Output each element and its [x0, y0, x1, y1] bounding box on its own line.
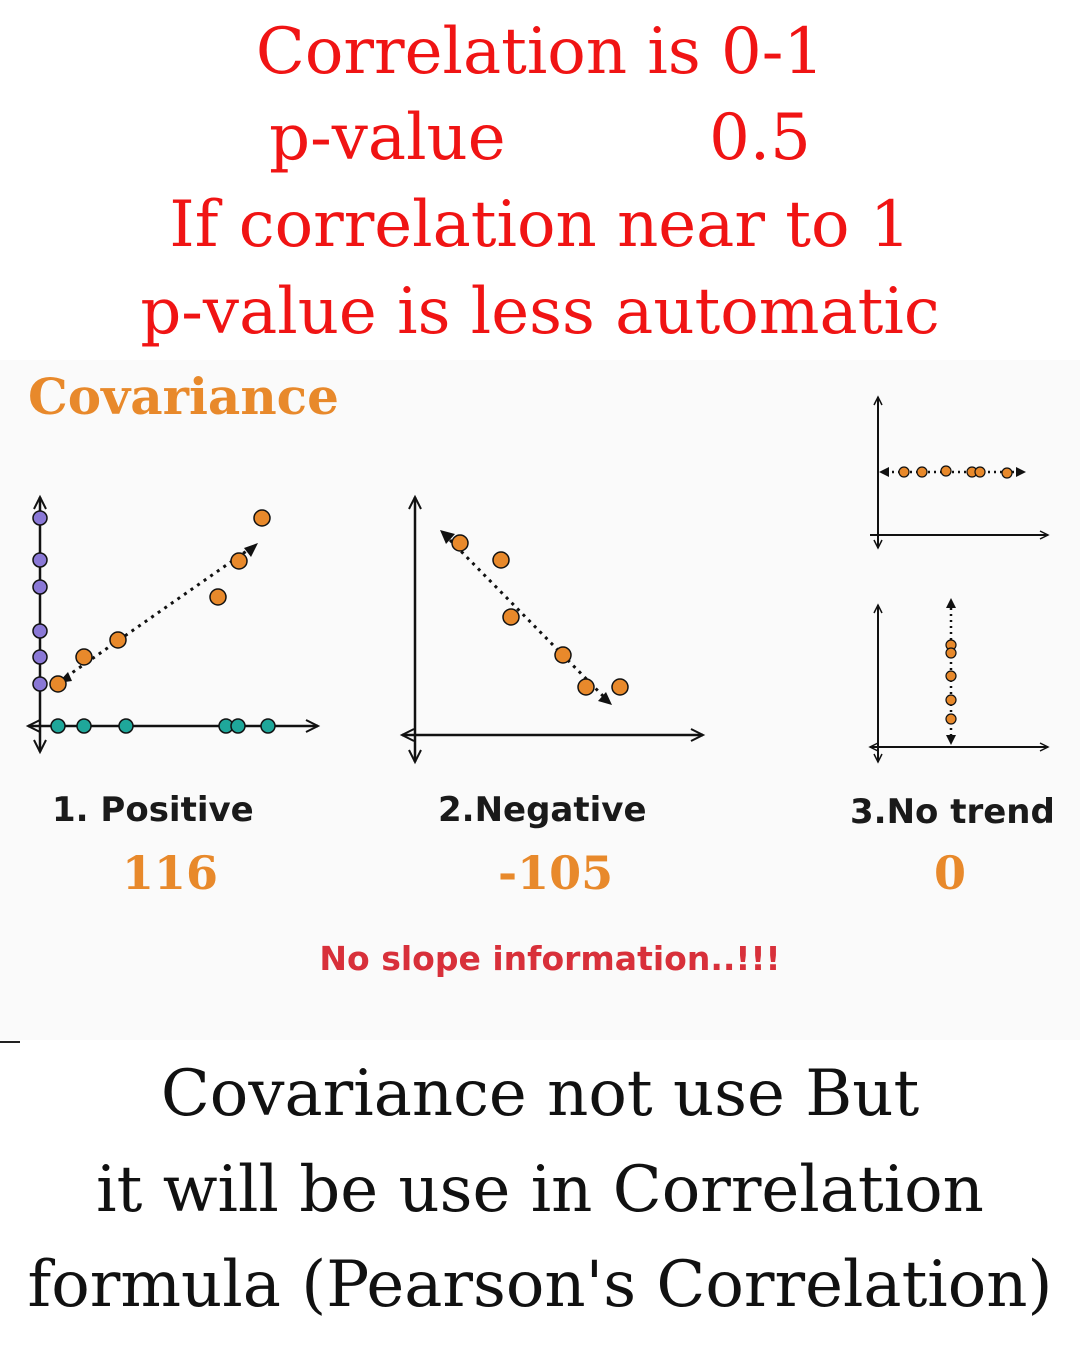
projection-point	[32, 649, 48, 665]
data-point	[916, 466, 928, 478]
y-axis-arrow	[873, 395, 883, 406]
y-axis-arrow	[408, 494, 422, 510]
footer-line-3: formula (Pearson's Correlation)	[27, 1248, 1053, 1322]
divider	[0, 1041, 20, 1043]
trend-arrow-head	[244, 543, 258, 557]
x-axis-arrow-left	[868, 742, 879, 752]
data-point	[974, 466, 986, 478]
data-points	[945, 639, 957, 725]
y-axis-arrow-bottom	[873, 753, 883, 764]
data-point	[502, 608, 520, 626]
data-points	[49, 509, 271, 693]
data-point	[109, 631, 127, 649]
y-axis-arrow-bottom	[33, 739, 47, 755]
case-value-positive: 116	[122, 846, 219, 900]
data-point	[209, 588, 227, 606]
data-point	[230, 552, 248, 570]
data-point	[577, 678, 595, 696]
case-value-no-trend: 0	[934, 846, 967, 900]
case-label-negative: 2.Negative	[438, 790, 647, 830]
y-axis-arrow	[33, 494, 47, 510]
x-axis-arrow	[1039, 742, 1050, 752]
x-axis-arrow	[305, 719, 321, 733]
footer-line-2: it will be use in Correlation	[96, 1153, 984, 1227]
covariance-title: Covariance	[28, 367, 339, 426]
data-point	[49, 675, 67, 693]
header-line-1: Correlation is 0-1	[255, 15, 825, 89]
data-point	[898, 466, 910, 478]
y-axis-arrow-bottom	[408, 749, 422, 765]
header-line-3: If correlation near to 1	[169, 188, 911, 262]
trend-arrow-tail	[879, 467, 889, 477]
x-axis-arrow-left	[399, 728, 415, 742]
x-projection-points	[50, 718, 276, 734]
trend-arrow-head	[598, 692, 612, 705]
trend-arrow-tail	[946, 735, 956, 745]
y-axis-arrow	[873, 603, 883, 614]
no-trend-vertical-plot	[868, 598, 1050, 764]
data-point	[945, 647, 957, 659]
x-axis-arrow	[690, 728, 706, 742]
projection-point	[32, 579, 48, 595]
projection-point	[32, 623, 48, 639]
data-point	[451, 534, 469, 552]
y-axis-arrow-bottom	[873, 539, 883, 550]
trend-line	[448, 538, 606, 699]
data-point	[253, 509, 271, 527]
data-point	[945, 694, 957, 706]
header-line-2: p-value 0.5	[269, 101, 811, 175]
case-value-negative: -105	[498, 846, 614, 900]
case-label-no-trend: 3.No trend	[850, 792, 1055, 832]
projection-point	[260, 718, 276, 734]
projection-point	[118, 718, 134, 734]
data-point	[492, 551, 510, 569]
footer-line-1: Covariance not use But	[160, 1057, 920, 1131]
trend-line	[65, 548, 249, 679]
projection-point	[32, 510, 48, 526]
negative-scatter-plot	[399, 494, 706, 765]
projection-point	[230, 718, 246, 734]
x-axis-arrow	[1039, 530, 1050, 540]
projection-point	[32, 676, 48, 692]
data-point	[611, 678, 629, 696]
projection-point	[76, 718, 92, 734]
x-axis-arrow-left	[25, 719, 41, 733]
projection-point	[32, 552, 48, 568]
data-point	[554, 646, 572, 664]
y-projection-points	[32, 510, 48, 692]
data-point	[1001, 467, 1013, 479]
data-point	[945, 670, 957, 682]
data-points	[898, 465, 1013, 479]
data-point	[75, 648, 93, 666]
projection-point	[50, 718, 66, 734]
data-point	[945, 713, 957, 725]
no-slope-note: No slope information..!!!	[319, 939, 781, 978]
case-label-positive: 1. Positive	[52, 790, 254, 830]
trend-arrow-head	[1016, 467, 1026, 477]
trend-arrow-tail	[440, 530, 455, 544]
data-point	[940, 465, 952, 477]
trend-arrow-head	[946, 598, 956, 608]
positive-scatter-plot	[25, 494, 321, 755]
header-line-4: p-value is less automatic	[140, 275, 940, 349]
data-points	[451, 534, 629, 696]
no-trend-horizontal-plot	[870, 395, 1050, 550]
